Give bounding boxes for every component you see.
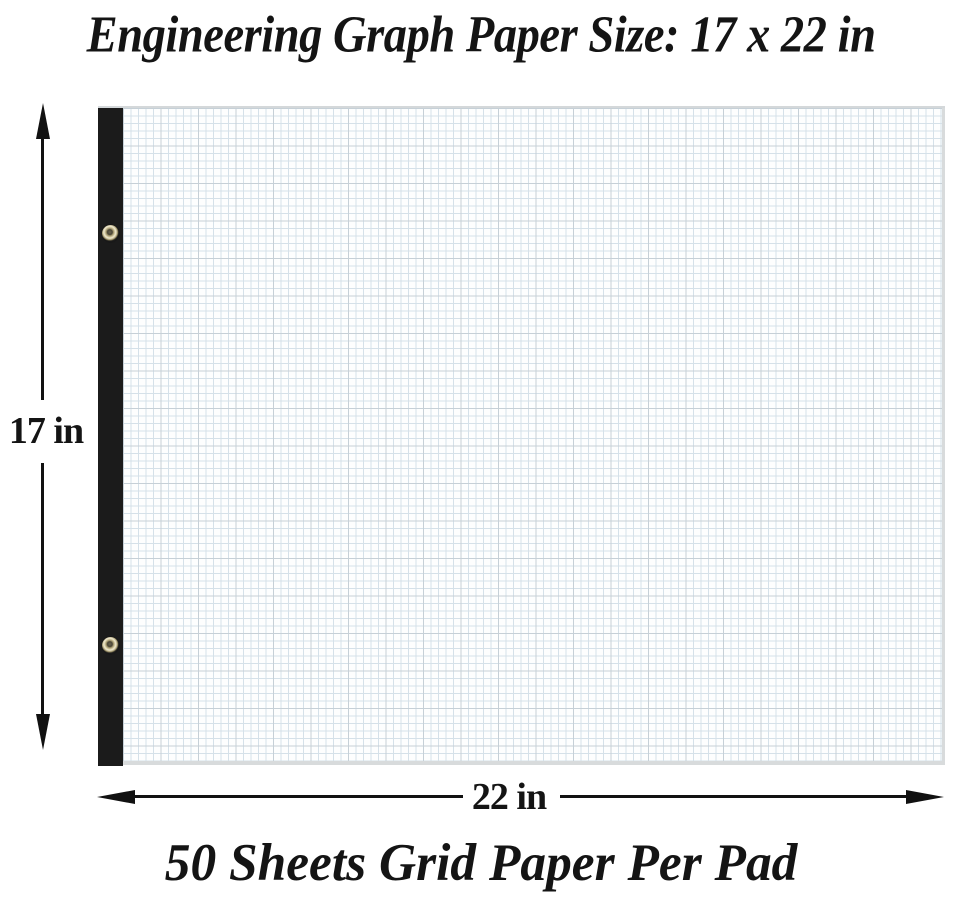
grid-paper-sheet	[123, 108, 945, 765]
binding-strip	[98, 108, 123, 766]
height-dimension-label: 17 in	[8, 410, 84, 452]
height-arrow-line-upper	[41, 137, 44, 400]
arrow-left-icon	[97, 790, 135, 804]
width-arrow-line-right	[560, 795, 906, 798]
footer-caption: 50 Sheets Grid Paper Per Pad	[0, 830, 963, 900]
arrow-up-icon	[36, 103, 50, 139]
footer-caption-text: 50 Sheets Grid Paper Per Pad	[165, 834, 798, 892]
arrow-right-icon	[906, 790, 944, 804]
page-title: Engineering Graph Paper Size: 17 x 22 in	[0, 0, 963, 70]
page-title-text: Engineering Graph Paper Size: 17 x 22 in	[87, 4, 876, 64]
width-dimension-label: 22 in	[471, 776, 547, 818]
height-arrow-line-lower	[41, 463, 44, 715]
grommet-icon	[102, 637, 119, 654]
arrow-down-icon	[36, 714, 50, 750]
grommet-icon	[102, 225, 119, 242]
width-arrow-line-left	[133, 795, 463, 798]
graph-paper-pad	[98, 106, 945, 766]
